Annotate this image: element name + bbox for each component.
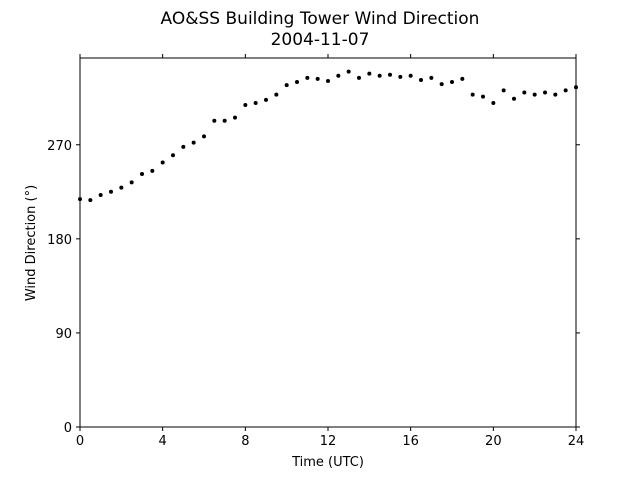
data-point [119,185,124,190]
data-point [543,90,547,95]
data-point [212,118,217,123]
data-point [408,73,413,78]
data-point [377,73,382,78]
data-point [233,115,237,120]
data-point [512,96,516,101]
data-point [563,88,568,93]
data-point [129,180,134,185]
data-point [326,78,330,83]
data-point [140,172,144,177]
data-point [181,144,186,149]
data-point [284,83,289,88]
data-point [429,75,434,80]
data-point [150,168,155,173]
data-point [264,97,268,102]
x-axis-label: Time (UTC) [291,455,364,470]
data-point [253,100,258,105]
data-point [501,88,506,93]
data-point [357,75,361,80]
data-point [202,134,206,139]
y-tick-label: 270 [47,139,72,154]
y-tick-label: 180 [47,233,72,248]
y-tick-label: 0 [64,421,72,436]
x-tick-label: 24 [568,434,585,449]
data-point [295,80,299,85]
data-point [367,71,372,76]
data-point [419,77,423,82]
data-point [305,75,310,80]
chart-subtitle: 2004-11-07 [271,30,370,50]
data-point [315,76,320,81]
plot-frame [79,57,577,428]
data-point [274,92,279,97]
data-point [346,69,351,74]
data-point [470,92,475,97]
data-point [450,80,454,85]
data-point [398,74,403,79]
data-point [336,73,341,78]
y-tick-label: 90 [55,327,72,342]
data-point [98,192,103,197]
data-point [574,85,578,90]
data-point [88,198,93,203]
data-point [460,76,465,81]
data-point [171,153,175,158]
x-tick-label: 20 [485,434,502,449]
data-point [243,103,248,108]
data-point [78,197,82,202]
x-tick-label: 16 [402,434,419,449]
data-point [522,90,527,95]
data-point [481,94,485,99]
y-axis-label: Wind Direction (°) [24,185,39,301]
data-point [532,92,537,97]
data-point [553,92,558,97]
data-point [388,72,392,77]
data-point [222,118,227,123]
x-tick-label: 8 [241,434,249,449]
x-tick-label: 0 [76,434,84,449]
data-point [191,140,196,145]
data-point [439,82,444,87]
data-point [160,160,165,165]
x-tick-label: 12 [320,434,337,449]
data-point [491,100,496,105]
x-tick-label: 4 [159,434,167,449]
chart-title: AO&SS Building Tower Wind Direction [161,9,480,29]
data-point [109,189,113,194]
